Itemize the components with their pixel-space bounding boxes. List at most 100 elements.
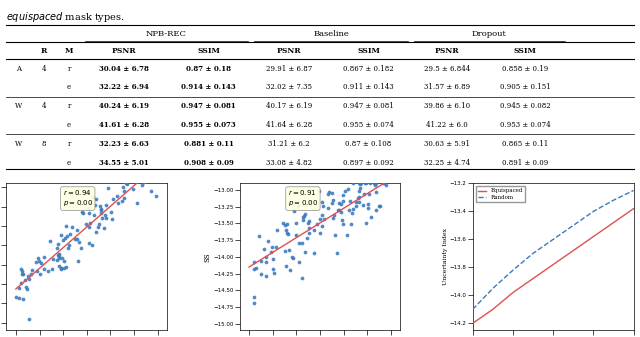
Point	[59, 258, 69, 263]
Point	[57, 255, 67, 261]
Point	[117, 198, 127, 204]
Point	[332, 251, 342, 256]
Text: R: R	[41, 47, 47, 55]
Point	[78, 210, 88, 216]
Point	[150, 177, 160, 182]
Text: M: M	[65, 47, 74, 55]
Point	[58, 237, 68, 243]
Text: r: r	[67, 140, 71, 148]
Point	[18, 271, 28, 276]
Point	[294, 260, 305, 265]
Point	[96, 210, 106, 215]
Text: PSNR: PSNR	[112, 47, 136, 55]
Text: PSNR: PSNR	[435, 47, 460, 55]
Point	[26, 271, 36, 277]
Point	[346, 221, 356, 226]
Text: 0.914 ± 0.143: 0.914 ± 0.143	[181, 83, 236, 91]
Point	[337, 217, 348, 222]
Point	[132, 200, 142, 206]
Point	[120, 180, 131, 185]
Point	[315, 231, 325, 236]
Point	[353, 195, 364, 201]
Point	[268, 256, 278, 261]
Point	[135, 177, 145, 182]
Point	[77, 209, 87, 215]
Y-axis label: Uncertainty Index: Uncertainty Index	[444, 228, 448, 285]
Text: 31.21 ± 6.2: 31.21 ± 6.2	[268, 140, 310, 148]
Random	[589, 209, 597, 213]
Point	[136, 182, 147, 187]
Point	[84, 225, 94, 230]
Random	[549, 237, 557, 241]
Text: 41.61 ± 6.28: 41.61 ± 6.28	[99, 121, 149, 129]
Point	[45, 239, 55, 244]
Point	[106, 217, 116, 222]
Point	[317, 203, 328, 209]
Point	[269, 270, 280, 276]
Point	[34, 258, 44, 264]
Point	[342, 233, 353, 238]
Point	[351, 204, 361, 209]
Point	[333, 201, 344, 206]
Point	[36, 260, 46, 265]
Point	[315, 216, 325, 221]
Point	[297, 275, 307, 281]
Point	[103, 185, 113, 191]
Point	[333, 208, 344, 213]
Point	[300, 212, 310, 217]
Point	[365, 215, 376, 220]
Point	[100, 202, 111, 208]
Point	[125, 177, 135, 182]
Point	[101, 215, 111, 221]
Point	[106, 209, 116, 214]
Point	[33, 255, 44, 260]
Point	[56, 265, 67, 271]
Random	[570, 223, 577, 227]
Point	[136, 177, 147, 182]
Point	[305, 200, 315, 205]
Text: 0.945 ± 0.082: 0.945 ± 0.082	[500, 102, 551, 110]
Random	[469, 307, 477, 311]
Point	[56, 233, 66, 238]
Point	[108, 196, 118, 201]
Point	[47, 266, 57, 271]
Point	[151, 193, 161, 198]
Point	[17, 268, 27, 273]
Text: 0.87 ± 0.18: 0.87 ± 0.18	[186, 64, 231, 72]
Point	[93, 225, 103, 230]
Point	[260, 254, 271, 260]
Point	[113, 201, 123, 206]
Point	[120, 179, 131, 184]
Text: $\it{equispaced}$ mask types.: $\it{equispaced}$ mask types.	[6, 10, 125, 24]
Point	[97, 215, 107, 221]
Point	[14, 285, 24, 291]
Text: e: e	[67, 121, 71, 129]
Point	[251, 266, 261, 271]
Point	[61, 223, 71, 229]
Point	[140, 177, 150, 182]
Point	[94, 222, 104, 227]
Point	[112, 193, 122, 199]
Point	[70, 236, 80, 242]
Point	[81, 190, 92, 195]
Point	[309, 250, 319, 255]
Point	[72, 227, 83, 233]
Text: 0.858 ± 0.19: 0.858 ± 0.19	[502, 64, 548, 72]
Text: 0.881 ± 0.11: 0.881 ± 0.11	[184, 140, 234, 148]
Point	[59, 265, 69, 271]
Text: 0.955 ± 0.074: 0.955 ± 0.074	[343, 121, 394, 129]
Point	[280, 248, 291, 253]
Point	[355, 181, 365, 187]
Point	[113, 177, 124, 182]
Point	[282, 221, 292, 226]
Point	[88, 195, 98, 200]
Text: 0.908 ± 0.09: 0.908 ± 0.09	[184, 159, 234, 167]
Random	[529, 251, 537, 255]
Point	[355, 185, 365, 190]
Text: 32.22 ± 6.94: 32.22 ± 6.94	[99, 83, 149, 91]
Point	[263, 238, 273, 243]
Point	[305, 226, 315, 231]
Point	[128, 186, 138, 192]
Point	[358, 202, 368, 208]
Text: 4: 4	[42, 64, 46, 72]
